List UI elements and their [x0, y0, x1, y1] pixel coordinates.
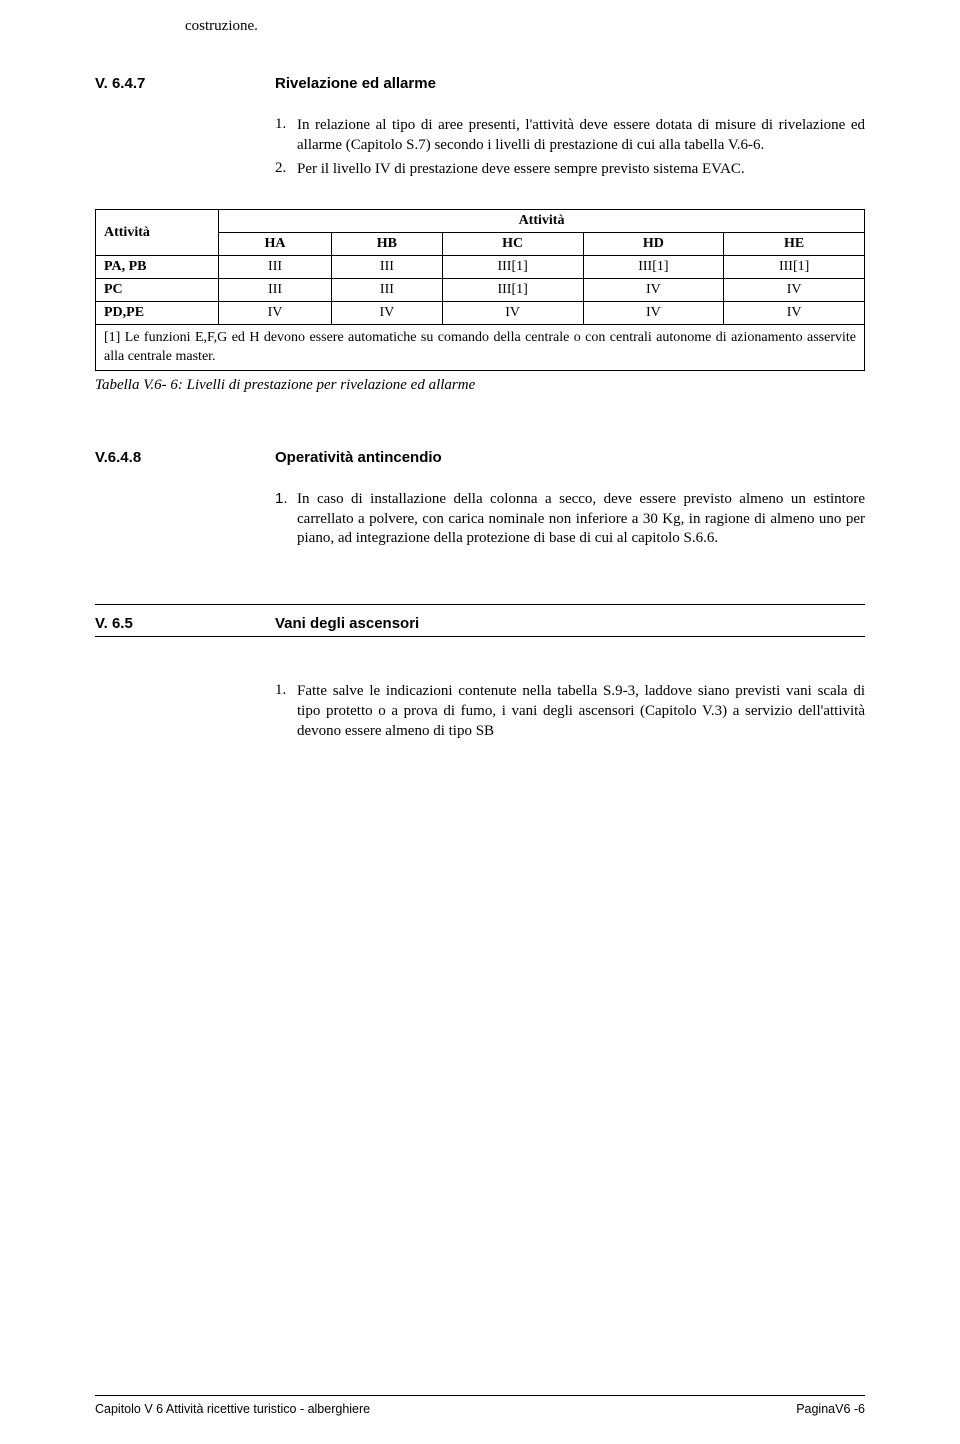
section-648: V.6.4.8 Operatività antincendio — [95, 449, 865, 466]
list-text: In relazione al tipo di aree presenti, l… — [297, 116, 865, 156]
table-cell: IV — [583, 279, 724, 302]
table-cell: IV — [332, 302, 443, 325]
divider — [95, 636, 865, 637]
table-row-label: PC — [96, 279, 219, 302]
section-647-list: 1. In relazione al tipo di aree presenti… — [275, 116, 865, 179]
table-row: PC III III III[1] IV IV — [96, 279, 865, 302]
table-cell: IV — [219, 302, 332, 325]
list-text: Per il livello IV di prestazione deve es… — [297, 160, 865, 180]
table-cell: III — [332, 279, 443, 302]
section-number: V.6.4.8 — [95, 449, 275, 466]
table-caption: Tabella V.6- 6: Livelli di prestazione p… — [95, 377, 865, 394]
table-col-header: HD — [583, 233, 724, 256]
list-item: 1. In caso di installazione della colonn… — [275, 490, 865, 549]
section-647: V. 6.4.7 Rivelazione ed allarme — [95, 75, 865, 92]
list-item: 1. In relazione al tipo di aree presenti… — [275, 116, 865, 156]
table-col-header: HA — [219, 233, 332, 256]
list-text: Fatte salve le indicazioni contenute nel… — [297, 682, 865, 741]
table-cell: III[1] — [442, 279, 583, 302]
table-col-header: HE — [724, 233, 865, 256]
top-fragment: costruzione. — [185, 0, 865, 35]
table-footnote-row: [1] Le funzioni E,F,G ed H devono essere… — [96, 325, 865, 370]
table-row-label: PA, PB — [96, 256, 219, 279]
list-number: 1. — [275, 490, 297, 549]
table-col-header: HC — [442, 233, 583, 256]
table-cell: III — [219, 256, 332, 279]
table-cell: III[1] — [724, 256, 865, 279]
table-row-header: Attività — [96, 210, 219, 256]
table-cell: IV — [724, 302, 865, 325]
table-group-header: Attività — [219, 210, 865, 233]
table-cell: III — [219, 279, 332, 302]
table-col-header: HB — [332, 233, 443, 256]
table-cell: IV — [583, 302, 724, 325]
divider — [95, 604, 865, 605]
table-cell: IV — [724, 279, 865, 302]
section-648-list: 1. In caso di installazione della colonn… — [275, 490, 865, 549]
section-number: V. 6.4.7 — [95, 75, 275, 92]
table-v66: Attività Attività HA HB HC HD HE PA, PB … — [95, 209, 865, 370]
list-number: 2. — [275, 160, 297, 180]
table-cell: IV — [442, 302, 583, 325]
section-number: V. 6.5 — [95, 615, 275, 632]
list-number: 1. — [275, 682, 297, 741]
table-row: PA, PB III III III[1] III[1] III[1] — [96, 256, 865, 279]
list-item: 1. Fatte salve le indicazioni contenute … — [275, 682, 865, 741]
section-65: V. 6.5 Vani degli ascensori — [95, 615, 865, 632]
footer-divider — [95, 1395, 865, 1396]
list-text: In caso di installazione della colonna a… — [297, 490, 865, 549]
section-65-list: 1. Fatte salve le indicazioni contenute … — [275, 682, 865, 741]
table-cell: III[1] — [442, 256, 583, 279]
page-footer: Capitolo V 6 Attività ricettive turistic… — [95, 1395, 865, 1416]
table-footnote: [1] Le funzioni E,F,G ed H devono essere… — [96, 325, 865, 370]
table-cell: III — [332, 256, 443, 279]
table-row-label: PD,PE — [96, 302, 219, 325]
table-row: PD,PE IV IV IV IV IV — [96, 302, 865, 325]
list-item: 2. Per il livello IV di prestazione deve… — [275, 160, 865, 180]
table-cell: III[1] — [583, 256, 724, 279]
footer-left: Capitolo V 6 Attività ricettive turistic… — [95, 1402, 370, 1416]
list-number: 1. — [275, 116, 297, 156]
footer-right: PaginaV6 -6 — [796, 1402, 865, 1416]
